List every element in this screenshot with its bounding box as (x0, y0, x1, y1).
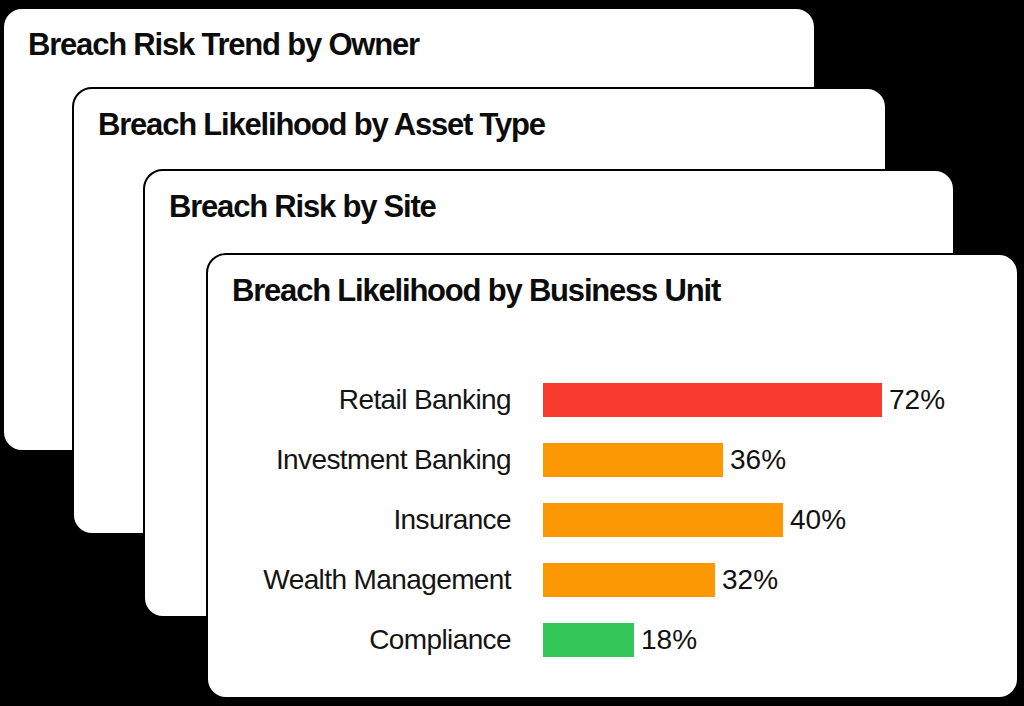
card-title: Breach Likelihood by Asset Type (98, 107, 545, 143)
chart-row-investment-banking: Investment Banking 36% (208, 443, 1017, 477)
category-label: Compliance (208, 624, 511, 656)
value-label: 32% (722, 564, 778, 596)
chart-row-insurance: Insurance 40% (208, 503, 1017, 537)
card-breach-likelihood-by-business-unit[interactable]: Breach Likelihood by Business Unit Retai… (206, 253, 1019, 699)
bar-retail-banking (543, 383, 882, 417)
value-label: 72% (889, 384, 945, 416)
chart-row-retail-banking: Retail Banking 72% (208, 383, 1017, 417)
chart-row-compliance: Compliance 18% (208, 623, 1017, 657)
bar-wealth-management (543, 563, 715, 597)
category-label: Retail Banking (208, 384, 511, 416)
bar-insurance (543, 503, 783, 537)
category-label: Insurance (208, 504, 511, 536)
bar-investment-banking (543, 443, 723, 477)
dashboard-stage: Breach Risk Trend by Owner Breach Likeli… (0, 0, 1024, 706)
card-title: Breach Risk Trend by Owner (28, 27, 419, 63)
bar-compliance (543, 623, 634, 657)
category-label: Investment Banking (208, 444, 511, 476)
chart-row-wealth-management: Wealth Management 32% (208, 563, 1017, 597)
category-label: Wealth Management (208, 564, 511, 596)
breach-likelihood-bar-chart: Retail Banking 72% Investment Banking 36… (208, 255, 1017, 697)
value-label: 18% (641, 624, 697, 656)
value-label: 40% (790, 504, 846, 536)
value-label: 36% (730, 444, 786, 476)
card-title: Breach Risk by Site (169, 189, 436, 225)
